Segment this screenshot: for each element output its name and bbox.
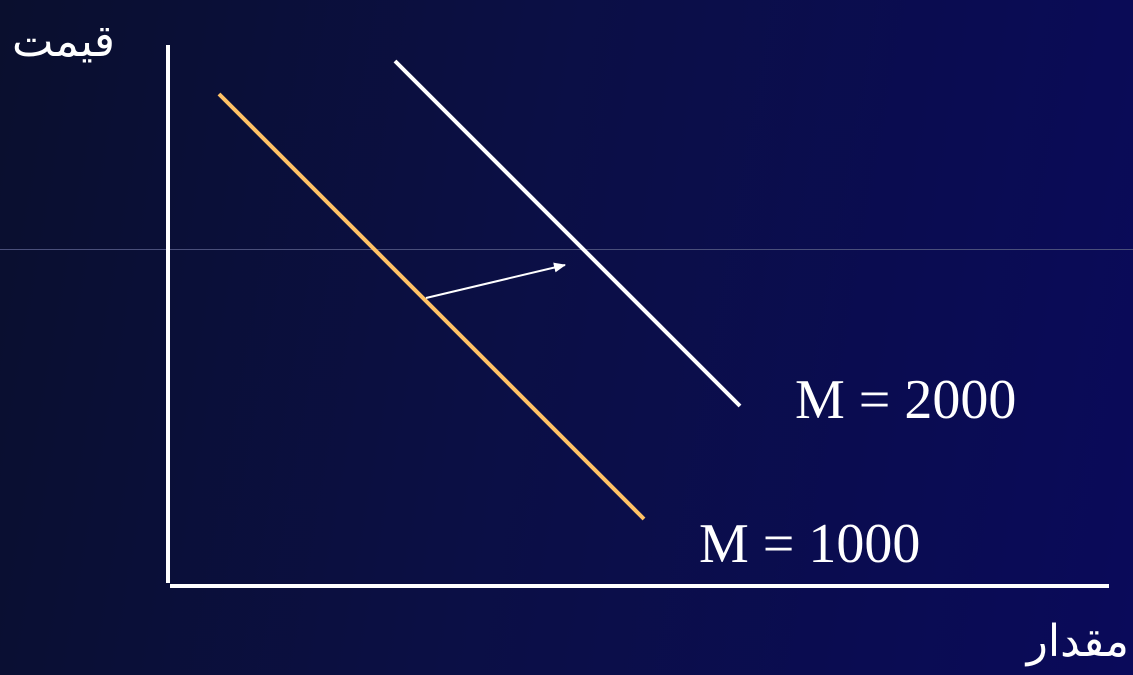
demand-curve-m1000	[217, 92, 646, 521]
demand-curve-m2000	[393, 59, 742, 408]
arrow-right-icon	[425, 262, 566, 299]
x-axis-label: مقدار	[1026, 616, 1129, 667]
curve-label-m1000: M = 1000	[699, 513, 921, 575]
curve-label-m2000: M = 2000	[795, 369, 1017, 431]
slide-divider-line	[0, 249, 1133, 250]
y-axis-label: قيمت	[12, 16, 115, 67]
